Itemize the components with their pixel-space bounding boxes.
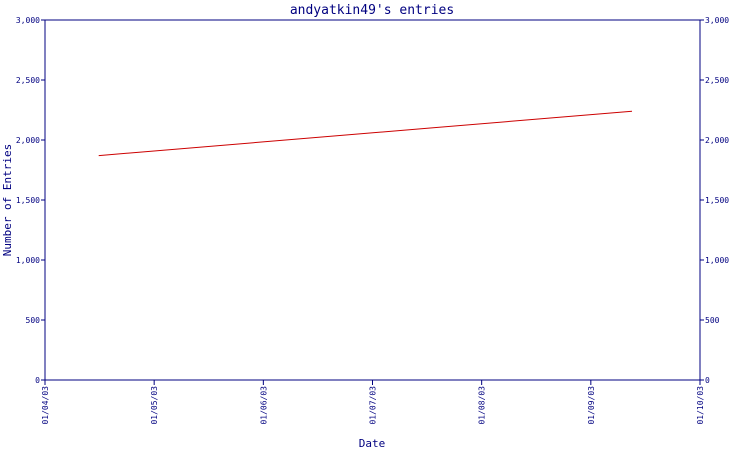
y-tick-label: 1,000: [16, 256, 40, 265]
y-tick-label: 3,000: [16, 16, 40, 25]
x-tick-label: 01/10/03: [696, 386, 705, 425]
y-tick-label-right: 1,000: [705, 256, 729, 265]
plot-area: [44, 19, 701, 381]
x-tick-label: 01/09/03: [587, 386, 596, 425]
y-axis-label: Number of Entries: [1, 144, 14, 257]
y-tick-label-right: 2,500: [705, 76, 729, 85]
chart-title: andyatkin49's entries: [290, 3, 454, 18]
x-tick-label: 01/08/03: [478, 386, 487, 425]
x-tick-label: 01/04/03: [41, 386, 50, 425]
y-tick-label-right: 3,000: [705, 16, 729, 25]
x-axis: 01/04/03 01/05/03 01/06/03 01/07/03 01/08/03…: [41, 380, 705, 425]
y-axis-right: 0 500 1,000 1,500 2,000 2,500 3,000: [700, 16, 729, 385]
y-tick-label: 2,500: [16, 76, 40, 85]
y-tick-label: 0: [35, 376, 40, 385]
y-tick-label: 1,500: [16, 196, 40, 205]
x-tick-label: 01/05/03: [150, 386, 159, 425]
y-tick-label: 500: [26, 316, 41, 325]
y-axis-left: 0 500 1,000 1,500 2,000 2,500 3,000: [16, 16, 45, 385]
x-tick-label: 01/06/03: [259, 386, 268, 425]
x-axis-label: Date: [359, 437, 386, 450]
y-tick-label-right: 0: [705, 376, 710, 385]
y-tick-label: 2,000: [16, 136, 40, 145]
series-layer: [98, 110, 633, 157]
y-tick-label-right: 500: [705, 316, 720, 325]
x-tick-label: 01/07/03: [369, 386, 378, 425]
series-line: [98, 110, 633, 157]
y-tick-label-right: 1,500: [705, 196, 729, 205]
y-tick-label-right: 2,000: [705, 136, 729, 145]
